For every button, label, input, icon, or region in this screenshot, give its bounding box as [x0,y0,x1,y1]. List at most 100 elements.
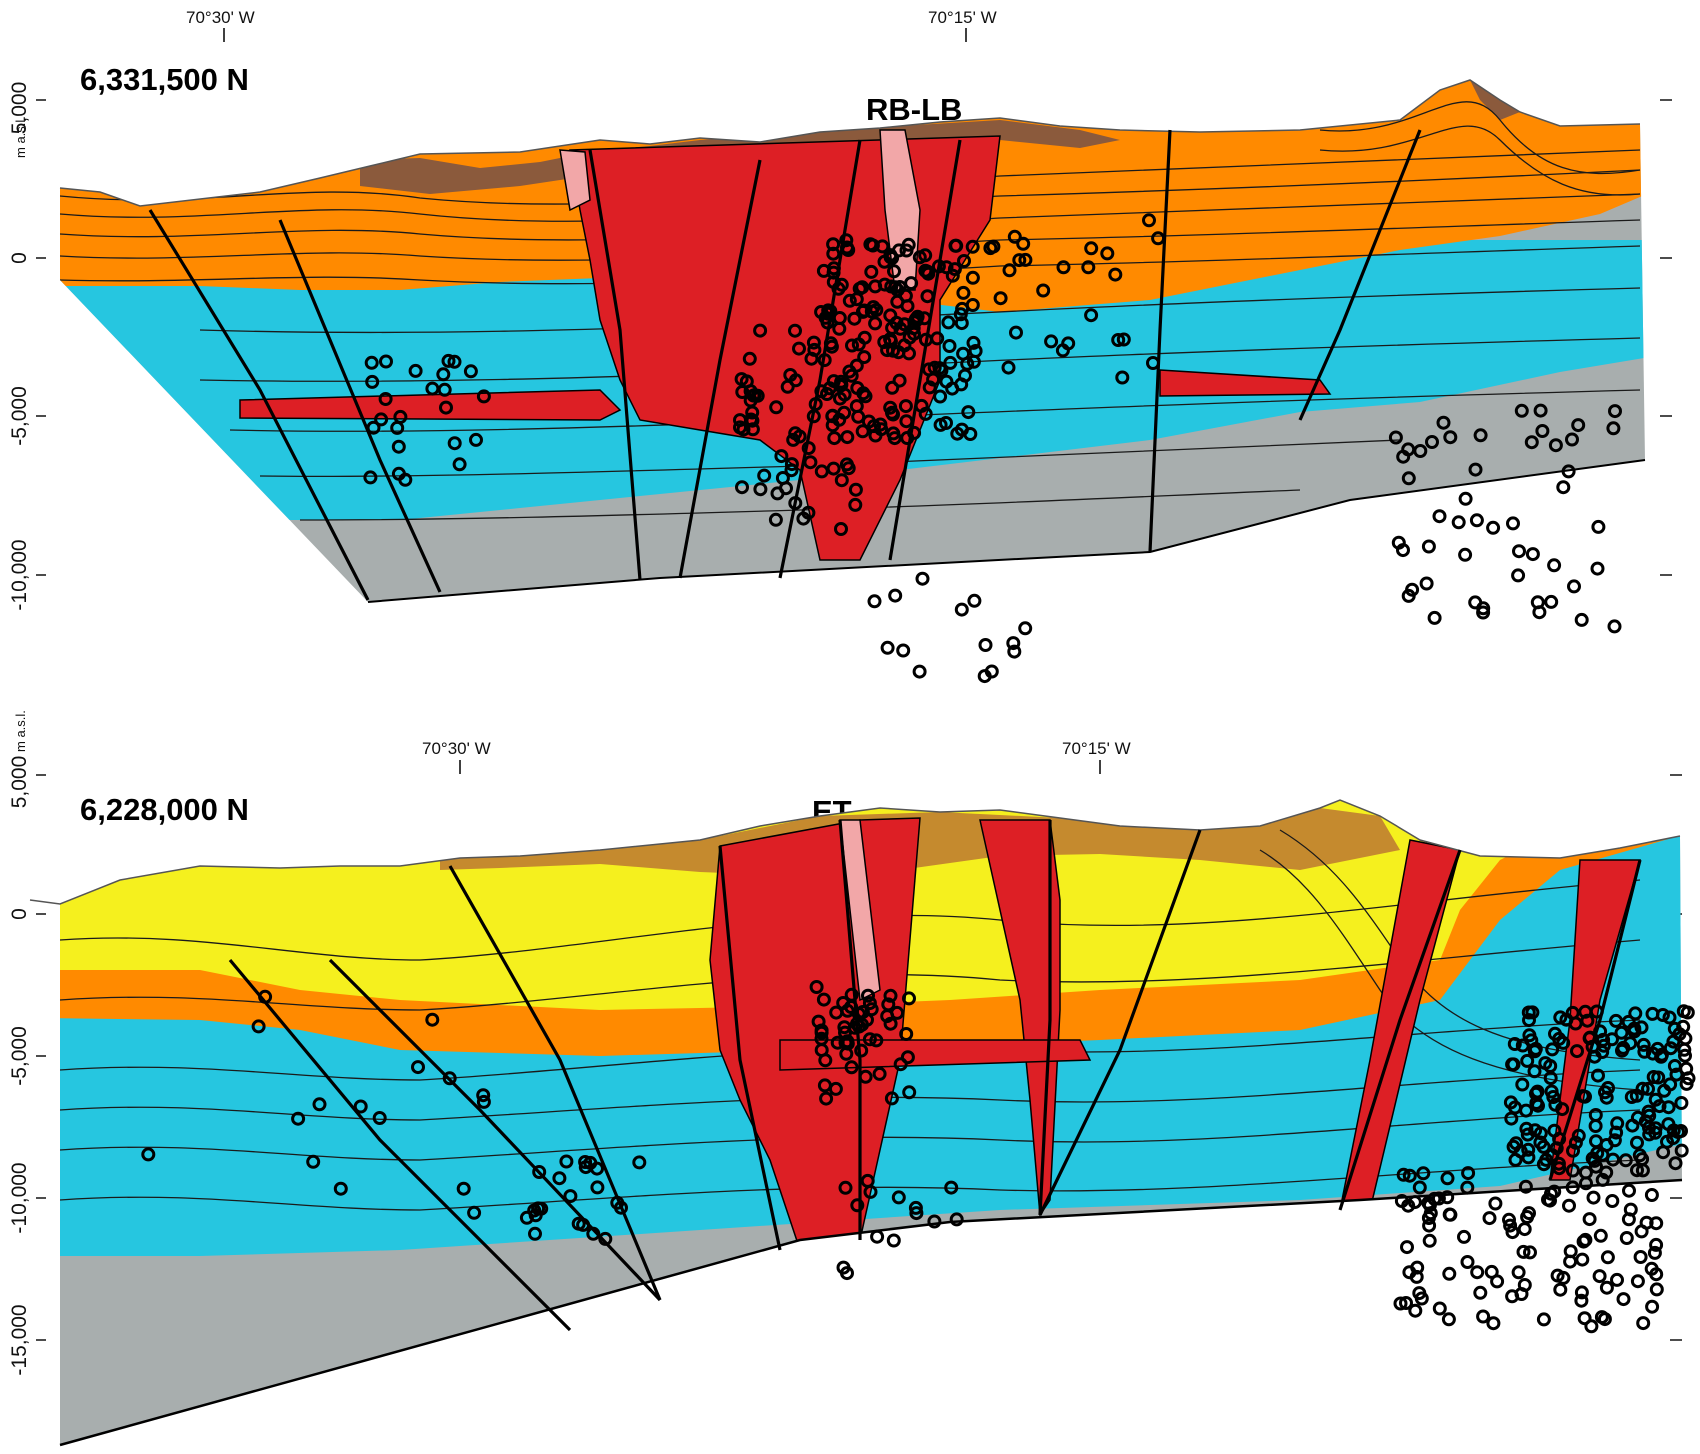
earthquake-circle [845,338,859,353]
earthquake-circle [838,1180,853,1195]
earthquake-circle [411,1060,425,1075]
earthquake-circle [1536,1312,1551,1327]
earthquake-circle [834,277,849,292]
earthquake-circle [837,1020,852,1035]
earthquake-circle [1520,1053,1535,1068]
earthquake-circle [861,988,875,1003]
earthquake-circle [834,473,849,488]
earthquake-circle [1427,610,1442,625]
longitude-label-east: 70°15' W [928,8,997,27]
earthquake-circle [1661,1117,1676,1132]
earthquake-circle [1421,539,1436,554]
elevation-axis-left: 5,000 0 -5,000 -10,000 -15,000 [8,756,46,1376]
earthquake-circle [1461,1166,1476,1181]
earthquake-circle [864,264,879,279]
earthquake-circle [1517,1222,1532,1237]
earthquake-circle [779,481,793,496]
earthquake-circle [920,289,935,304]
earthquake-circle [398,472,413,487]
earthquake-circle [571,1216,586,1231]
earthquake-circle [769,400,784,415]
earthquake-circle [883,988,898,1003]
earthquake-circle [1637,1044,1652,1059]
earthquake-circle [1552,1161,1567,1176]
section-6331500: 70°30' W 70°15' W m a.s.l. 5,000 0 -5,00… [8,8,1672,684]
earthquake-circle [425,1012,440,1027]
earthquake-circle [528,1226,542,1241]
earthquake-circle [1676,1019,1691,1034]
earthquake-circle [875,239,890,254]
earthquake-circle [1591,519,1606,534]
earthquake-circle [814,1025,829,1040]
earthquake-circle [1001,360,1016,375]
earthquake-circle [1503,1218,1518,1233]
earthquake-circle [908,1200,923,1215]
earthquake-circle [1521,1005,1536,1020]
earthquake-circle [1556,480,1571,495]
earthquake-circle [1476,1309,1491,1324]
earthquake-circle [907,425,922,440]
earthquake-circle [1595,1172,1610,1187]
earthquake-circle [1451,515,1466,530]
earthquake-circle [885,380,900,395]
earthquake-circle [851,1006,866,1021]
earthquake-circle [258,989,273,1004]
earthquake-circle [1661,1100,1676,1115]
earthquake-circle [833,391,847,406]
earthquake-circle [834,522,848,536]
earthquake-circle [365,374,380,389]
earthquake-circle [1605,1032,1619,1047]
earthquake-circle [786,432,801,447]
earthquake-circle [1568,1135,1583,1150]
earthquake-circle [753,482,768,497]
earthquake-circle [1575,1252,1590,1267]
earthquake-circle [476,1088,491,1103]
earthquake-circle [1571,1128,1586,1143]
earthquake-circle [1647,1245,1662,1260]
earthquake-circle [1570,1044,1584,1059]
earthquake-circle [921,266,936,281]
earthquake-circle [806,409,821,424]
earthquake-circle [1440,1190,1455,1205]
earthquake-circle [817,1078,832,1093]
earthquake-circle [899,414,914,429]
earthquake-circle [456,1181,471,1196]
earthquake-circle [792,341,806,356]
earthquake-circle [841,461,856,476]
earthquake-circle [818,310,833,325]
earthquake-circle [1018,252,1033,267]
earthquake-circle [1648,1092,1663,1107]
earthquake-circle [849,399,864,414]
earthquake-circle [1562,1198,1576,1213]
earthquake-circle [884,1091,899,1106]
earthquake-circle [379,354,393,369]
earthquake-circle [1108,267,1123,282]
earthquake-circle [1486,520,1501,535]
earthquake-circle [1505,1289,1520,1304]
earthquake-circle [1641,1081,1655,1096]
earthquake-circle [1634,1224,1649,1239]
earthquake-circle [1533,1126,1548,1141]
earthquake-circle [735,480,749,495]
earthquake-circle [1553,1282,1568,1297]
earthquake-circle [1571,418,1586,433]
earthquake-circle [1663,1077,1678,1092]
earthquake-circle [948,238,963,253]
earthquake-circle [552,1171,567,1186]
earthquake-circle [1565,1163,1580,1178]
earthquake-circle [1442,1266,1457,1281]
earthquake-circle [858,1069,873,1084]
earthquake-circle [1598,1085,1612,1100]
earthquake-circle [1624,1090,1639,1104]
earthquake-circle [1524,1033,1539,1048]
earthquake-circle [1518,1179,1533,1194]
earthquake-circle [1440,1171,1455,1186]
earthquake-circle [869,1033,884,1048]
earthquake-circle [851,337,866,352]
earthquake-circle [1679,1076,1694,1091]
earthquake-circle [372,1111,387,1125]
earthquake-circle [877,335,892,349]
earthquake-circle [1584,1319,1599,1334]
earthquake-circle [900,1050,915,1065]
earthquake-circle [1100,246,1115,261]
